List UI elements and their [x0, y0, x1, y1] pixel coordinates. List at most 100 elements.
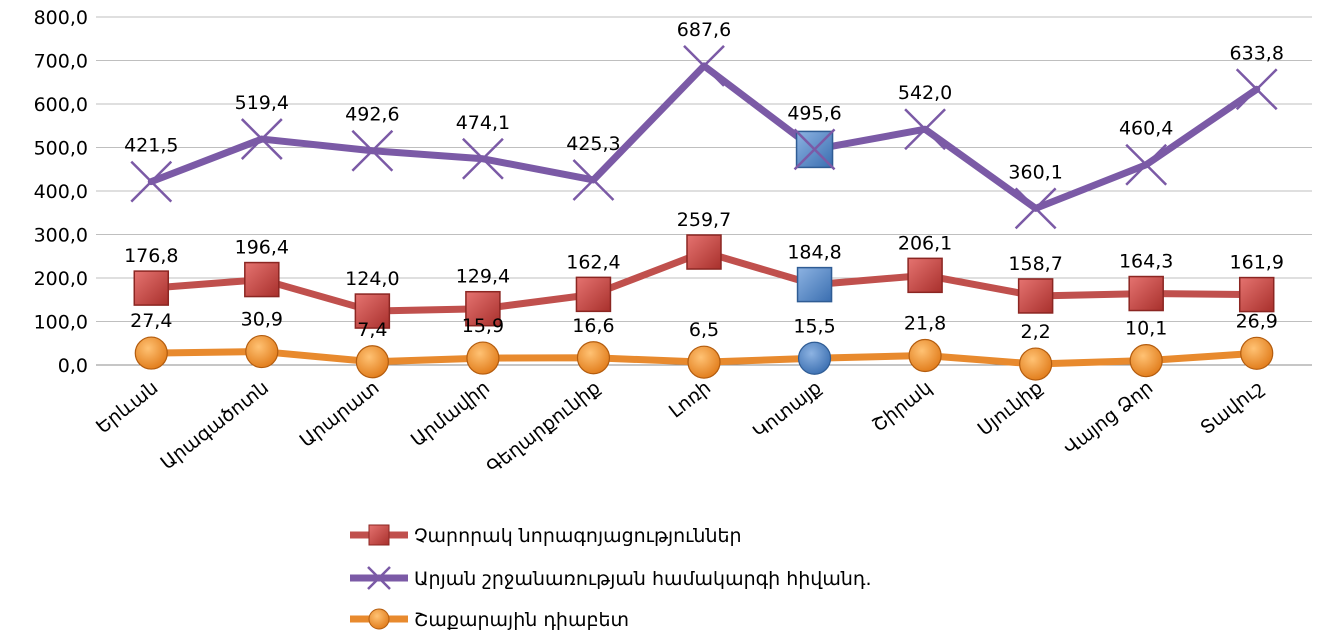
legend-label: Շաքարային դիաբետ — [414, 609, 629, 631]
data-point — [796, 266, 833, 303]
data-label: 196,4 — [235, 237, 289, 259]
gridlines — [96, 16, 1312, 366]
y-tick-label: 300,0 — [34, 225, 88, 247]
data-point — [1014, 187, 1057, 230]
y-tick-label: 700,0 — [34, 51, 88, 73]
data-point — [575, 276, 612, 313]
data-label: 7,4 — [357, 319, 387, 341]
data-label: 16,6 — [572, 315, 614, 337]
data-label: 460,4 — [1119, 118, 1173, 140]
data-point — [462, 137, 504, 180]
x-tick-label: Երևան — [92, 377, 162, 439]
data-point — [1129, 344, 1163, 378]
y-tick-label: 100,0 — [34, 312, 88, 334]
data-point — [687, 345, 721, 379]
series-line — [147, 62, 1261, 212]
data-label: 124,0 — [345, 268, 399, 290]
x-tick-label: Շիրակ — [868, 377, 936, 437]
x-tick-label: Տավուշ — [1196, 377, 1268, 440]
data-label: 421,5 — [124, 135, 178, 157]
x-tick-label: Արարատ — [296, 377, 384, 452]
data-label: 206,1 — [898, 232, 952, 254]
data-label: 30,9 — [241, 309, 283, 331]
y-tick-label: 0,0 — [58, 355, 88, 377]
data-point — [133, 270, 170, 306]
data-label: 474,1 — [456, 112, 510, 134]
data-point — [1240, 336, 1274, 370]
data-point — [1017, 278, 1054, 314]
data-label: 495,6 — [787, 102, 841, 124]
legend-item: Չարորակ նորագոյացություններ — [350, 524, 742, 547]
data-label: 492,6 — [345, 104, 399, 126]
data-label: 542,0 — [898, 82, 952, 104]
data-label: 10,1 — [1125, 318, 1167, 340]
data-label: 6,5 — [689, 319, 719, 341]
x-tick-label: Գեղարքունիք — [483, 377, 605, 479]
x-tick-label: Վայոց Ձոր — [1060, 377, 1158, 460]
x-tick-label: Կոտայք — [749, 377, 826, 444]
y-tick-label: 500,0 — [34, 138, 88, 160]
data-point — [793, 128, 836, 171]
legend-label: Արյան շրջանառության համակարգի հիվանդ. — [414, 568, 872, 590]
data-label: 15,9 — [462, 315, 504, 337]
legend-item: Շաքարային դիաբետ — [350, 608, 629, 631]
legend-marker — [367, 566, 391, 590]
data-label: 519,4 — [235, 92, 289, 114]
legend: Չարորակ նորագոյացություններ Արյան շրջանառ… — [350, 524, 872, 631]
data-label: 184,8 — [787, 242, 841, 264]
data-point — [572, 159, 615, 201]
legend-item: Արյան շրջանառության համակարգի հիվանդ. — [350, 566, 872, 590]
data-label: 633,8 — [1230, 42, 1284, 64]
data-label: 21,8 — [904, 313, 946, 335]
y-tick-label: 800,0 — [34, 7, 88, 29]
data-labels: 176,8 196,4 124,0 129,4 162,4 259,7 184,8 206,1… — [124, 19, 1284, 343]
data-point — [351, 129, 394, 172]
data-point — [1125, 143, 1168, 186]
data-label: 162,4 — [566, 251, 620, 273]
data-label: 259,7 — [677, 209, 731, 231]
data-point — [244, 261, 280, 298]
data-label: 425,3 — [566, 133, 620, 155]
data-point — [240, 118, 283, 160]
data-point — [907, 257, 943, 294]
data-label: 2,2 — [1021, 321, 1051, 343]
data-point — [1235, 68, 1278, 111]
x-tick-label: Սյունիք — [974, 377, 1047, 441]
legend-label: Չարորակ նորագոյացություններ — [414, 525, 742, 547]
data-point — [686, 234, 722, 270]
data-point — [466, 341, 500, 375]
data-point — [904, 108, 946, 151]
data-point — [355, 345, 389, 379]
data-point — [130, 160, 173, 203]
series-markers — [130, 45, 1278, 381]
data-label: 164,3 — [1119, 251, 1173, 273]
data-label: 360,1 — [1008, 161, 1062, 183]
data-label: 161,9 — [1230, 252, 1284, 274]
legend-marker — [368, 608, 390, 630]
data-point — [134, 336, 168, 370]
data-point — [797, 341, 832, 375]
data-point — [1238, 276, 1275, 313]
data-point — [465, 290, 501, 327]
data-label: 129,4 — [456, 266, 510, 288]
data-point — [245, 334, 279, 369]
data-point — [683, 45, 725, 87]
y-tick-label: 400,0 — [34, 181, 88, 203]
legend-marker — [368, 524, 390, 546]
data-point — [576, 341, 611, 375]
data-label: 26,9 — [1236, 310, 1278, 332]
data-point — [908, 338, 942, 373]
data-label: 158,7 — [1008, 253, 1062, 275]
data-point — [1019, 347, 1053, 381]
x-tick-label: Լոռի — [665, 377, 715, 423]
y-tick-label: 600,0 — [34, 94, 88, 116]
data-label: 176,8 — [124, 245, 178, 267]
x-tick-label: Արմավիր — [407, 377, 494, 452]
x-tick-label: Արագածոտն — [156, 377, 272, 475]
y-tick-label: 200,0 — [34, 268, 88, 290]
data-label: 27,4 — [130, 310, 172, 332]
data-point — [354, 293, 391, 329]
data-label: 15,5 — [793, 315, 835, 337]
